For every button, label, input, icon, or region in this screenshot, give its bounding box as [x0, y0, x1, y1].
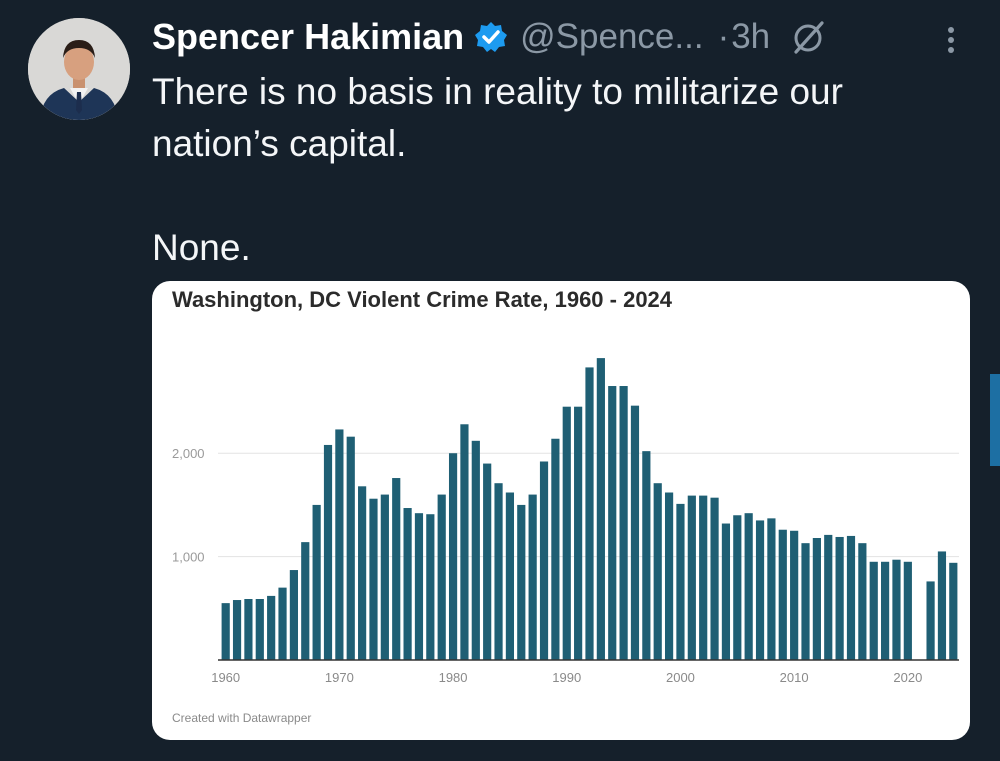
- bar: [437, 494, 446, 660]
- bar: [244, 599, 253, 660]
- bar: [869, 561, 878, 660]
- avatar[interactable]: [28, 18, 130, 120]
- x-tick-label: 2020: [893, 670, 922, 685]
- bar: [255, 599, 264, 660]
- bar: [835, 536, 844, 660]
- bar: [790, 530, 799, 660]
- bar: [517, 504, 526, 660]
- scroll-indicator[interactable]: [990, 374, 1000, 466]
- bar: [710, 497, 719, 660]
- bar: [608, 386, 617, 660]
- bar: [278, 587, 287, 660]
- more-options-icon[interactable]: [940, 22, 962, 58]
- bar: [562, 406, 571, 660]
- tweet-text: There is no basis in reality to militari…: [152, 66, 952, 274]
- tweet-text-line: There is no basis in reality to militari…: [152, 71, 843, 164]
- bar: [346, 436, 355, 660]
- bar: [733, 515, 742, 660]
- bar: [414, 513, 424, 660]
- bar: [699, 495, 708, 660]
- bar: [369, 498, 378, 660]
- bar: [949, 562, 958, 660]
- verified-badge-icon: [474, 20, 508, 54]
- bar: [846, 535, 856, 660]
- bar: [642, 451, 651, 660]
- bar: [903, 561, 912, 660]
- bar: [358, 486, 367, 660]
- bar: [392, 478, 401, 660]
- grok-icon[interactable]: [790, 19, 826, 55]
- bar: [551, 438, 560, 660]
- bar: [426, 514, 435, 660]
- bar: [528, 494, 537, 660]
- bar: [767, 518, 776, 660]
- bar: [858, 543, 867, 660]
- bar: [926, 581, 935, 660]
- chart-plot: 1,000 2,000 1960 1970 1980 1990 2000 2010 2020: [172, 358, 959, 685]
- bar: [676, 503, 685, 660]
- header-separator: ·: [717, 17, 730, 56]
- bar: [483, 463, 492, 660]
- bar: [721, 523, 731, 660]
- x-tick-label: 2010: [780, 670, 809, 685]
- bar: [778, 529, 787, 660]
- chart-credit: Created with Datawrapper: [172, 711, 312, 725]
- chart-image-card[interactable]: Washington, DC Violent Crime Rate, 1960 …: [152, 281, 970, 740]
- bar: [664, 492, 674, 660]
- bar: [744, 513, 753, 660]
- x-tick-label: 1960: [211, 670, 240, 685]
- bar: [267, 595, 276, 660]
- bar: [574, 406, 583, 660]
- author-name[interactable]: Spencer Hakimian: [152, 16, 465, 57]
- y-tick-label: 1,000: [172, 550, 205, 565]
- bar: [448, 453, 458, 660]
- bar: [937, 551, 947, 660]
- x-tick-label: 1970: [325, 670, 354, 685]
- bar: [380, 494, 389, 660]
- bar: [630, 405, 640, 660]
- bar: [892, 559, 901, 660]
- y-tick-label: 2,000: [172, 446, 205, 461]
- bar: [232, 600, 242, 660]
- x-tick-label: 2000: [666, 670, 695, 685]
- bar: [824, 534, 833, 660]
- bar: [289, 570, 298, 660]
- bar: [539, 461, 549, 660]
- bar: [403, 508, 412, 660]
- bar: [505, 492, 515, 660]
- bar: [881, 561, 890, 660]
- chart-title: Washington, DC Violent Crime Rate, 1960 …: [172, 287, 673, 312]
- bar: [585, 367, 594, 660]
- bar: [301, 542, 310, 660]
- bar: [687, 495, 696, 660]
- x-tick-label: 1990: [552, 670, 581, 685]
- bar: [619, 386, 628, 660]
- bar: [221, 603, 230, 660]
- bar: [653, 483, 662, 660]
- author-handle[interactable]: @Spence...: [520, 17, 704, 56]
- bar: [471, 440, 480, 660]
- tweet-text-line: None.: [152, 227, 251, 268]
- bar: [755, 520, 765, 660]
- bar: [812, 538, 821, 660]
- bar: [596, 358, 605, 660]
- bar: [335, 429, 344, 660]
- bar: [494, 483, 503, 660]
- bar: [801, 543, 810, 660]
- bar: [460, 424, 469, 660]
- bar: [323, 444, 333, 660]
- tweet-timestamp[interactable]: 3h: [731, 17, 771, 56]
- avatar-image: [28, 18, 130, 120]
- bar: [312, 504, 321, 660]
- tweet-header: Spencer Hakimian @Spence... · 3h: [152, 14, 826, 60]
- x-tick-label: 1980: [439, 670, 468, 685]
